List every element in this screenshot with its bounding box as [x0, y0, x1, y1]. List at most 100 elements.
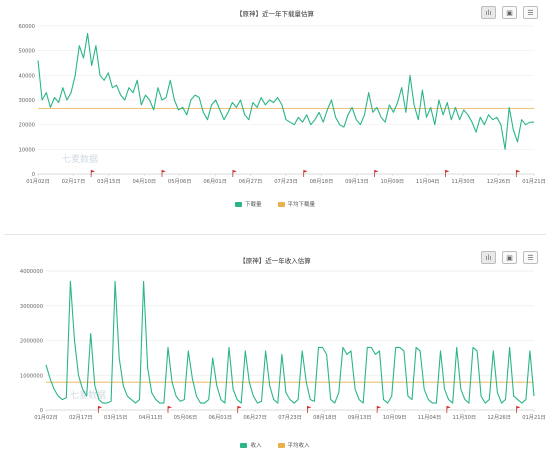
chart-toolbar: ılı ▣ ☰: [481, 6, 538, 19]
y-tick-label: 30000: [18, 98, 35, 104]
x-tick-label: 11月04日: [418, 414, 442, 421]
flag-banner: [91, 170, 96, 173]
event-flag-icon: [167, 406, 172, 413]
legend-series-average[interactable]: 平均收入: [277, 441, 310, 449]
event-flag-icon: [237, 406, 242, 413]
event-flag-icon: [515, 170, 521, 177]
y-tick-label: 1000000: [20, 373, 43, 379]
revenue-chart-panel: 【原神】近一年收入估算 ılı ▣ ☰ 0 1000000 2000000 30000…: [4, 234, 546, 457]
event-flag-icon: [516, 406, 521, 413]
x-tick-label: 11月04日: [416, 178, 440, 185]
download-chart-panel: 【原神】近一年下载量估算 ılı ▣ ☰ 0 10000 20000 30000 400…: [4, 2, 546, 217]
legend-series-downloads[interactable]: 下载量: [234, 200, 262, 208]
y-tick-label: 3000000: [20, 304, 43, 310]
x-tick-label: 10月09日: [380, 178, 404, 185]
event-flag-icon: [446, 406, 451, 413]
x-tick-label: 12月26日: [487, 414, 511, 421]
legend-series-revenue[interactable]: 收入: [240, 441, 262, 449]
x-tick-label: 01月02日: [26, 178, 50, 185]
x-tick-label: 05月06日: [168, 178, 192, 185]
x-tick-label: 06月01日: [203, 178, 227, 185]
legend-label: 平均收入: [287, 443, 310, 449]
image-download-icon[interactable]: ▣: [502, 6, 517, 19]
revenue-chart-plot: 0 1000000 2000000 3000000 4000000 七麦数据 01月02日 0…: [20, 269, 546, 421]
x-tick-label: 02月17日: [69, 414, 93, 421]
download-chart-plot: 0 10000 20000 30000 40000 50000 60000 七麦数据 01月02…: [18, 24, 546, 185]
y-tick-label: 0: [40, 408, 43, 414]
x-tick-label: 10月09日: [383, 414, 407, 421]
legend-label: 平均下载量: [287, 202, 316, 208]
x-tick-label: 03月15日: [97, 178, 121, 185]
x-tick-label: 01月21日: [522, 178, 546, 185]
x-tick-label: 12月26日: [487, 178, 511, 185]
flag-banner: [516, 406, 521, 409]
flag-banner: [303, 170, 308, 173]
x-tick-label: 11月30日: [451, 178, 475, 185]
x-tick-label: 07月23日: [274, 178, 298, 185]
event-flag-icon: [232, 170, 237, 177]
legend-swatch: [277, 201, 285, 207]
y-tick-label: 0: [32, 172, 35, 178]
y-tick-label: 2000000: [20, 339, 43, 345]
x-tick-label: 02月17日: [62, 178, 86, 185]
event-flag-icon: [303, 170, 308, 177]
flag-banner: [237, 406, 242, 409]
flag-banner: [445, 170, 450, 173]
x-tick-label: 03月15日: [104, 414, 128, 421]
legend-label: 收入: [250, 443, 262, 449]
chart-toolbar: ılı ▣ ☰: [481, 251, 538, 264]
chart-legend: 收入 平均收入: [4, 441, 546, 449]
legend-swatch: [240, 442, 248, 448]
series-line: [45, 280, 535, 404]
bar-line-toggle-icon[interactable]: ılı: [481, 251, 496, 264]
flag-banner: [377, 406, 382, 409]
flag-banner: [98, 406, 103, 409]
legend-series-average[interactable]: 平均下载量: [277, 200, 316, 208]
x-tick-label: 06月27日: [243, 414, 267, 421]
watermark: 七麦数据: [70, 389, 106, 401]
legend-swatch: [234, 201, 242, 207]
watermark: 七麦数据: [62, 153, 98, 165]
image-download-icon[interactable]: ▣: [502, 251, 517, 264]
flag-banner: [232, 170, 237, 173]
x-tick-label: 06月27日: [239, 178, 263, 185]
x-tick-label: 04月11日: [139, 414, 163, 421]
y-tick-label: 40000: [18, 73, 35, 79]
event-flag-icon: [374, 170, 379, 177]
x-tick-label: 09月13日: [348, 414, 372, 421]
x-tick-label: 05月06日: [174, 414, 198, 421]
x-tick-label: 09月13日: [345, 178, 369, 185]
y-tick-label: 4000000: [20, 269, 43, 275]
flag-banner: [516, 170, 521, 173]
event-flag-icon: [90, 170, 96, 177]
chart-legend: 下载量 平均下载量: [4, 200, 546, 208]
y-tick-label: 20000: [18, 123, 35, 129]
flag-banner: [162, 170, 166, 173]
event-flag-icon: [307, 406, 312, 413]
flag-banner: [374, 170, 379, 173]
flag-banner: [168, 406, 172, 409]
x-tick-label: 01月21日: [522, 414, 546, 421]
x-tick-label: 07月23日: [278, 414, 302, 421]
event-flag-icon: [97, 406, 103, 413]
x-tick-label: 08月18日: [310, 178, 334, 185]
x-tick-label: 01月02日: [34, 414, 58, 421]
y-tick-label: 60000: [18, 24, 35, 30]
data-view-icon[interactable]: ☰: [523, 6, 538, 19]
event-flag-icon: [161, 170, 166, 177]
data-view-icon[interactable]: ☰: [523, 251, 538, 264]
y-tick-label: 50000: [18, 49, 35, 55]
flag-banner: [446, 406, 451, 409]
x-tick-label: 06月01日: [208, 414, 232, 421]
flag-banner: [307, 406, 312, 409]
event-flag-icon: [376, 406, 382, 413]
x-tick-label: 04月10日: [132, 178, 156, 185]
event-flag-icon: [445, 170, 450, 177]
x-tick-label: 11月30日: [452, 414, 476, 421]
legend-swatch: [277, 442, 285, 448]
chart-title: 【原神】近一年收入估算: [239, 257, 311, 265]
y-tick-label: 10000: [18, 147, 35, 153]
legend-label: 下载量: [244, 202, 262, 208]
series-line: [37, 32, 534, 150]
bar-line-toggle-icon[interactable]: ılı: [481, 6, 496, 19]
